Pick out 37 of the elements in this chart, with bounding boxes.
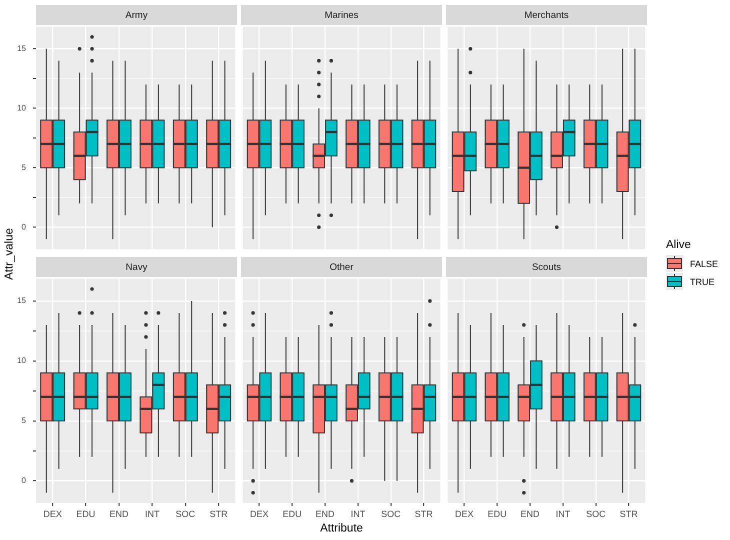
y-tick-label: 10	[17, 356, 27, 366]
x-tick-label: EDU	[488, 508, 507, 519]
x-axis-title: Attribute	[320, 522, 363, 535]
x-tick-label: DEX	[454, 508, 474, 519]
y-tick-label: 0	[22, 476, 27, 486]
y-axis-title: Attr_value	[3, 228, 16, 280]
x-tick-label: END	[520, 508, 540, 519]
x-tick-label: SOC	[586, 508, 606, 519]
x-tick-label: DEX	[250, 508, 269, 519]
y-tick-label: 15	[17, 44, 27, 54]
y-tick-label: 5	[22, 416, 27, 426]
x-tick-label: SOC	[176, 508, 196, 519]
y-tick-label: 5	[22, 162, 27, 172]
x-tick-label: END	[316, 508, 336, 519]
x-tick-label: EDU	[282, 508, 302, 519]
chart-title: Scouts	[446, 257, 647, 277]
chart-title: Other	[241, 257, 442, 277]
x-tick-label: STR	[210, 508, 228, 519]
x-tick-label: INT	[350, 508, 366, 519]
x-tick-label: END	[109, 508, 129, 519]
x-tick-label: DEX	[43, 508, 62, 519]
legend-label: FALSE	[690, 258, 718, 268]
x-tick-label: STR	[620, 508, 638, 519]
y-tick-label: 0	[22, 222, 27, 232]
y-tick-label: 15	[17, 296, 27, 306]
x-tick-label: SOC	[381, 508, 402, 519]
chart-title: Marines	[241, 5, 442, 25]
legend-label: TRUE	[690, 276, 714, 286]
x-tick-label: STR	[414, 508, 434, 519]
chart-title: Merchants	[446, 5, 647, 25]
chart-title: Navy	[36, 257, 237, 277]
x-tick-label: INT	[556, 508, 571, 519]
x-tick-label: INT	[144, 508, 160, 519]
y-tick-label: 10	[17, 103, 27, 112]
legend-title: Alive	[666, 238, 692, 252]
x-tick-label: EDU	[76, 508, 96, 519]
chart-title: Army	[36, 5, 237, 25]
